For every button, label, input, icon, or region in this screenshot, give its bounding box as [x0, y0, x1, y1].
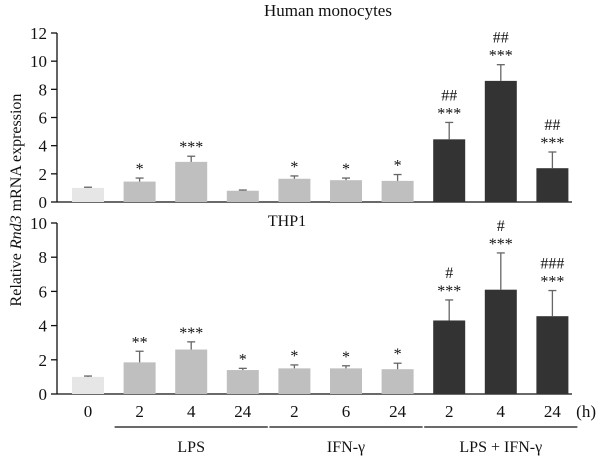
y-tick-label: 10: [30, 52, 47, 71]
significance-stars: *: [239, 351, 247, 368]
bar: [123, 181, 156, 202]
y-tick-label: 6: [39, 282, 48, 301]
bar: [175, 349, 208, 394]
y-axis-label-part: mRNA expression: [8, 94, 25, 216]
y-tick-label: 10: [30, 214, 47, 233]
x-unit-label: (h): [576, 402, 596, 421]
y-tick-label: 2: [39, 351, 48, 370]
bar: [536, 168, 569, 202]
bar: [226, 370, 259, 394]
significance-stars: *: [290, 159, 298, 176]
panel-label: THP1: [268, 213, 306, 230]
significance-stars: *: [342, 349, 350, 366]
y-tick-label: 0: [39, 193, 48, 212]
titles-layer: Human monocytes Relative Rnd3 mRNA expre…: [8, 1, 392, 306]
significance-stars: ***: [489, 236, 513, 253]
chart-title: Human monocytes: [264, 1, 392, 20]
x-tick-label: 2: [290, 402, 299, 421]
bar: [278, 178, 311, 202]
y-axis-label: Relative Rnd3 mRNA expression: [8, 94, 25, 307]
bar: [484, 80, 517, 202]
significance-stars: ***: [540, 274, 564, 291]
y-axis-label-part: Relative: [8, 249, 25, 306]
significance-stars: ***: [489, 48, 513, 65]
significance-hashes: ##: [441, 87, 457, 104]
significance-stars: *: [394, 346, 402, 363]
group-label: IFN-γ: [327, 439, 365, 456]
significance-stars: ***: [437, 105, 461, 122]
bar: [381, 180, 414, 202]
significance-hashes: ###: [540, 256, 564, 273]
bar: [175, 161, 208, 202]
y-tick-label: 4: [39, 317, 48, 336]
x-tick-label: 2: [445, 402, 454, 421]
significance-stars: *: [342, 161, 350, 178]
y-tick-label: 2: [39, 165, 48, 184]
significance-stars: ***: [179, 325, 203, 342]
bar: [536, 316, 569, 394]
x-tick-label: 6: [342, 402, 351, 421]
x-tick-label: 0: [84, 402, 93, 421]
bar: [278, 368, 311, 394]
significance-hashes: #: [445, 265, 453, 282]
bar: [226, 190, 259, 202]
y-axis-label-gene: Rnd3: [8, 215, 25, 250]
bar: [330, 368, 362, 394]
y-tick-label: 12: [30, 24, 47, 43]
bar: [433, 320, 466, 394]
x-tick-label: 24: [234, 402, 252, 421]
x-tick-label: 2: [135, 402, 144, 421]
significance-stars: ***: [179, 139, 203, 156]
y-tick-label: 6: [39, 109, 48, 128]
bar: [123, 362, 156, 394]
significance-hashes: #: [497, 218, 505, 235]
significance-stars: ***: [437, 283, 461, 300]
bar: [433, 139, 466, 202]
y-tick-label: 8: [39, 248, 48, 267]
bar: [484, 289, 517, 394]
x-tick-label: 4: [187, 402, 196, 421]
significance-hashes: ##: [544, 117, 560, 134]
y-tick-label: 0: [39, 385, 48, 404]
x-tick-label: 24: [389, 402, 407, 421]
significance-stars: *: [136, 161, 144, 178]
bar: [72, 187, 104, 202]
significance-stars: **: [132, 334, 148, 351]
significance-stars: ***: [540, 135, 564, 152]
x-axis-layer: 0 2 4 24 2 6 24 2 4 24 (h)LPS IFN-γ LPS + IFN-γ: [84, 402, 596, 456]
bar: [330, 180, 362, 202]
y-tick-label: 4: [39, 137, 48, 156]
significance-stars: *: [290, 348, 298, 365]
significance-hashes: ##: [493, 30, 509, 47]
x-tick-label: 4: [497, 402, 506, 421]
bar: [72, 376, 104, 394]
x-tick-label: 24: [544, 402, 562, 421]
bar: [381, 369, 414, 394]
group-label: LPS: [177, 439, 205, 456]
y-tick-label: 8: [39, 80, 48, 99]
group-label: LPS + IFN-γ: [459, 439, 542, 456]
significance-stars: *: [394, 158, 402, 175]
